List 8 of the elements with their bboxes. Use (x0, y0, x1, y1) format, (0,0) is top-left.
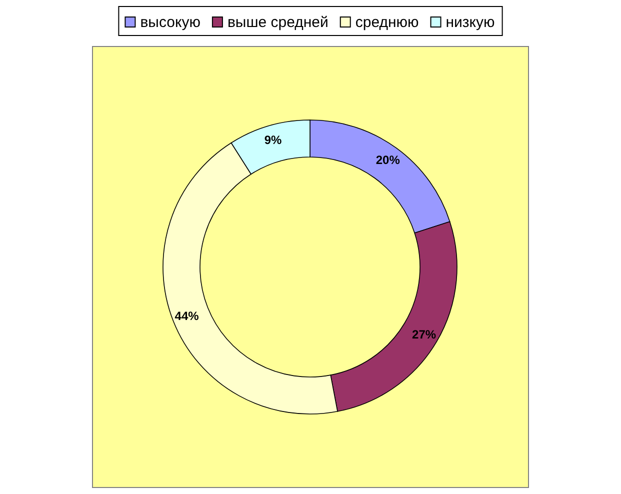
legend-label: выше средней (227, 14, 328, 31)
legend-label: среднюю (355, 14, 419, 31)
data-label: 20% (376, 153, 400, 168)
data-label: 44% (174, 308, 200, 323)
data-label: 9% (264, 132, 282, 147)
legend-label: низкую (446, 14, 495, 31)
data-label: 27% (412, 328, 436, 342)
legend-label: высокую (140, 14, 200, 31)
